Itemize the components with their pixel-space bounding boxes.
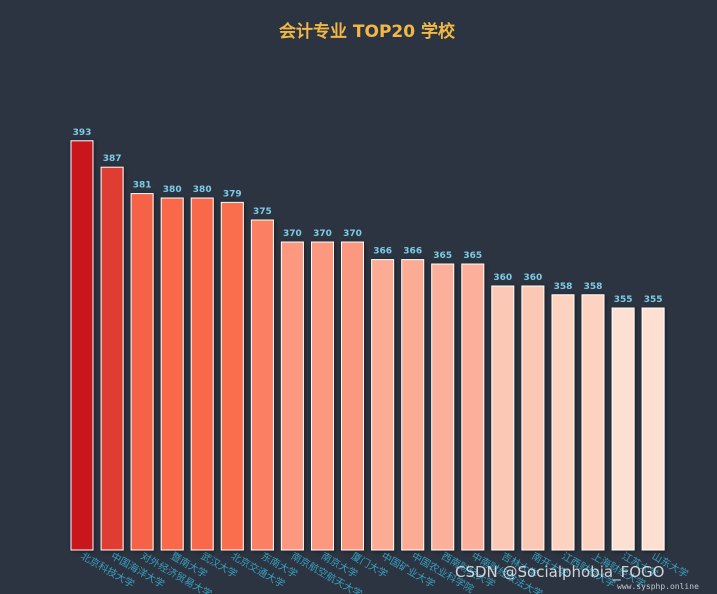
bar-7 xyxy=(250,219,274,551)
bar-18 xyxy=(581,294,605,551)
bar-12 xyxy=(401,259,425,551)
bar-2 xyxy=(100,166,124,551)
bar-17 xyxy=(551,294,575,551)
value-label-17: 358 xyxy=(554,282,573,292)
value-label-18: 358 xyxy=(584,282,603,292)
bar-5 xyxy=(190,197,214,551)
chart-title: 会计专业 TOP20 学校 xyxy=(279,21,456,42)
value-label-10: 370 xyxy=(343,229,362,239)
value-label-12: 366 xyxy=(403,247,422,257)
value-label-4: 380 xyxy=(163,185,182,195)
bar-8 xyxy=(280,241,304,551)
bar-6 xyxy=(220,201,244,551)
bar-14 xyxy=(461,263,485,551)
bar-9 xyxy=(311,241,334,551)
value-label-11: 366 xyxy=(373,247,392,257)
value-label-19: 355 xyxy=(614,295,633,305)
value-label-7: 375 xyxy=(253,207,272,217)
bar-20 xyxy=(641,307,665,551)
watermark-site: www.sysphp.online xyxy=(617,582,699,591)
value-label-1: 393 xyxy=(73,128,92,138)
value-label-5: 380 xyxy=(193,185,212,195)
value-label-15: 360 xyxy=(493,273,512,283)
value-label-2: 387 xyxy=(103,154,122,164)
watermark-text: CSDN @Socialphobia_FOGO xyxy=(455,563,665,581)
bar-4 xyxy=(160,197,184,551)
bar-16 xyxy=(521,285,545,551)
bar-10 xyxy=(341,241,364,551)
value-label-13: 365 xyxy=(433,251,452,261)
value-label-3: 381 xyxy=(133,181,152,191)
bar-11 xyxy=(371,259,395,551)
value-label-6: 379 xyxy=(223,189,242,199)
bar-13 xyxy=(431,263,455,551)
value-label-20: 355 xyxy=(644,295,663,305)
value-label-8: 370 xyxy=(283,229,302,239)
value-label-9: 370 xyxy=(313,229,332,239)
value-label-14: 365 xyxy=(463,251,482,261)
bar-15 xyxy=(491,285,515,551)
bar-19 xyxy=(611,307,635,551)
bar-1 xyxy=(70,140,94,551)
value-label-16: 360 xyxy=(524,273,543,283)
bar-3 xyxy=(130,193,154,551)
